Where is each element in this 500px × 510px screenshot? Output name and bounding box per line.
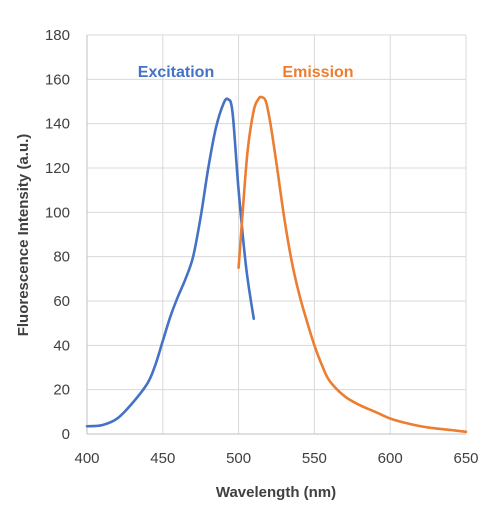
excitation-label: Excitation xyxy=(138,64,214,81)
emission-curve xyxy=(237,95,468,434)
x-tick-label: 600 xyxy=(378,450,403,467)
emission-label: Emission xyxy=(282,64,353,81)
y-tick-labels: 0 20 40 60 80 100 120 140 160 180 xyxy=(45,27,70,443)
x-tick-label: 450 xyxy=(150,450,175,467)
y-tick-label: 120 xyxy=(45,160,70,177)
x-tick-label: 550 xyxy=(302,450,327,467)
y-tick-label: 100 xyxy=(45,204,70,221)
x-tick-label: 650 xyxy=(453,450,478,467)
x-tick-label: 400 xyxy=(74,450,99,467)
series-lines xyxy=(85,95,468,434)
y-tick-label: 0 xyxy=(62,426,70,443)
y-axis-label: Fluorescence Intensity (a.u.) xyxy=(15,134,32,337)
x-axis-label: Wavelength (nm) xyxy=(216,484,336,501)
y-tick-label: 20 xyxy=(53,382,70,399)
y-tick-label: 140 xyxy=(45,116,70,133)
axes xyxy=(86,35,466,435)
y-tick-label: 40 xyxy=(53,337,70,354)
x-tick-labels: 400 450 500 550 600 650 xyxy=(74,450,478,467)
series-labels: Excitation Emission xyxy=(138,64,354,81)
y-tick-label: 180 xyxy=(45,27,70,44)
grid-lines xyxy=(86,34,467,435)
y-tick-label: 60 xyxy=(53,293,70,310)
y-tick-label: 80 xyxy=(53,249,70,266)
y-tick-label: 160 xyxy=(45,71,70,88)
excitation-curve xyxy=(85,97,256,428)
x-tick-label: 500 xyxy=(226,450,251,467)
